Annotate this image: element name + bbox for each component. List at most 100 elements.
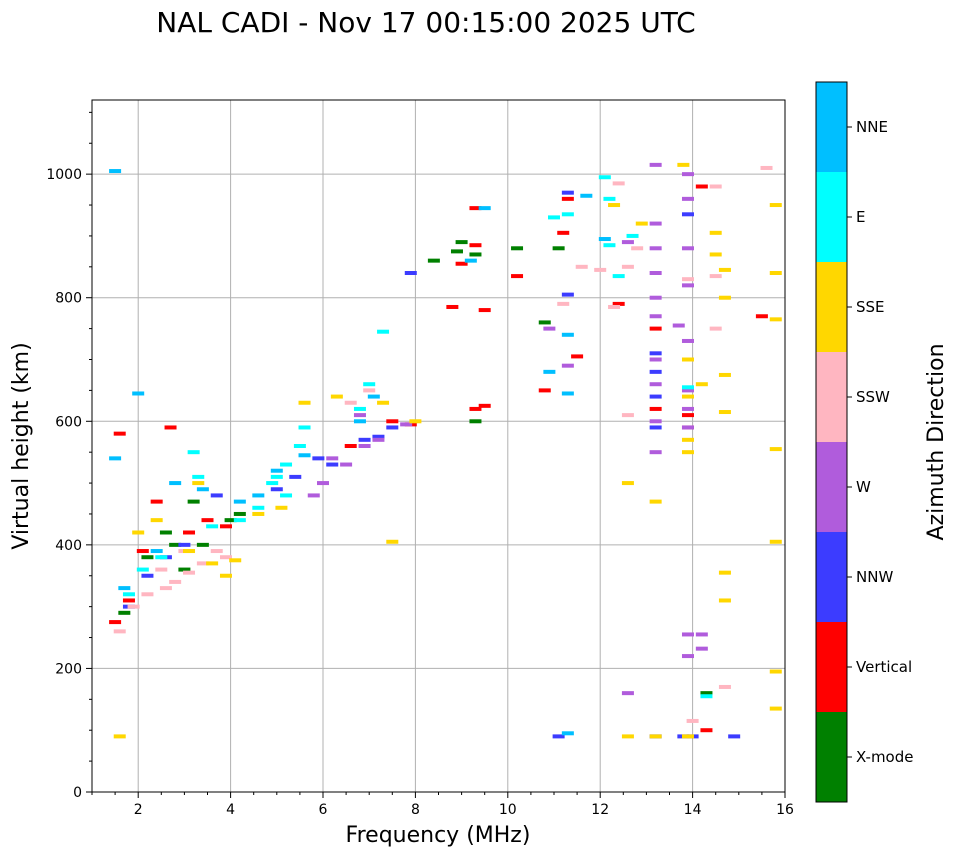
data-point-vertical [478, 308, 491, 313]
data-point-x-mode [450, 249, 463, 254]
data-point-sse [718, 372, 731, 377]
y-axis: 0 200 400 600 800 1000 [46, 111, 92, 801]
colorbar-label-e: E [856, 208, 865, 226]
data-point-sse [150, 518, 163, 523]
data-point-ssw [631, 246, 644, 251]
colorbar-label-w: W [856, 478, 871, 496]
colorbar-label-ssw: SSW [856, 388, 890, 406]
data-point-nne [598, 237, 611, 242]
data-point-e [548, 215, 560, 220]
data-point-sse [113, 734, 126, 739]
data-point-w [400, 422, 413, 427]
data-point-x-mode [552, 246, 565, 251]
data-point-nnw [649, 351, 662, 356]
data-point-w [695, 646, 708, 651]
data-point-sse [769, 706, 782, 711]
y-tick-label: 0 [73, 785, 82, 801]
data-points [109, 162, 782, 739]
data-point-x-mode [538, 320, 551, 325]
data-point-e [681, 385, 694, 390]
data-point-sse [252, 511, 265, 516]
data-point-ssw [760, 165, 773, 170]
data-point-w [649, 357, 662, 362]
data-point-x-mode [469, 252, 482, 257]
data-point-nne [132, 391, 145, 396]
data-point-sse [681, 394, 694, 399]
y-tick-label: 200 [55, 661, 82, 677]
data-point-w [681, 196, 694, 201]
data-point-e [598, 175, 611, 180]
data-point-e [298, 425, 311, 430]
data-point-vertical [344, 444, 357, 448]
data-point-x-mode [118, 610, 131, 615]
colorbar-segment-sse [816, 262, 847, 352]
data-point-nnw [312, 456, 325, 461]
data-point-ssw [196, 561, 209, 566]
data-point-sse [709, 252, 722, 257]
data-point-ssw [210, 549, 223, 554]
data-point-sse [621, 734, 634, 739]
data-point-e [187, 450, 200, 455]
data-point-vertical [113, 431, 126, 436]
data-point-w [649, 162, 662, 167]
data-point-w [621, 240, 634, 245]
data-point-vertical [612, 301, 625, 306]
data-point-sse [769, 317, 782, 322]
data-point-sse [718, 267, 731, 272]
data-point-nnw [561, 292, 574, 297]
data-point-nne [150, 549, 163, 554]
data-point-sse [649, 499, 662, 504]
data-point-ssw [621, 413, 634, 418]
data-point-sse [769, 669, 782, 674]
data-point-w [317, 481, 329, 486]
data-point-x-mode [159, 530, 172, 535]
data-point-sse [206, 561, 219, 566]
data-point-w [681, 338, 694, 343]
x-axis-label: Frequency (MHz) [346, 823, 531, 848]
data-point-w [326, 456, 339, 461]
y-tick-label: 400 [55, 538, 82, 554]
data-point-e [122, 592, 135, 597]
data-point-nne [478, 206, 491, 211]
grid-lines [92, 100, 786, 793]
data-point-nne [543, 369, 556, 374]
data-point-x-mode [427, 258, 440, 263]
data-point-sse [275, 505, 288, 510]
colorbar-segment-nnw [816, 532, 847, 622]
data-point-ssw [155, 567, 168, 572]
data-point-e [192, 474, 205, 479]
data-point-e [233, 518, 246, 523]
colorbar-frame [815, 81, 848, 803]
data-point-nnw [681, 212, 694, 217]
data-point-nne [118, 586, 131, 591]
data-point-w [681, 388, 694, 393]
data-point-nnw [552, 734, 565, 739]
data-point-x-mode [233, 511, 246, 516]
data-point-vertical [122, 598, 135, 603]
data-point-nne [367, 394, 380, 399]
data-point-x-mode [169, 542, 182, 547]
data-point-nnw [728, 734, 741, 739]
data-point-vertical [219, 524, 232, 529]
x-tick-label: 8 [411, 802, 420, 818]
data-point-w [649, 246, 662, 251]
data-point-nne [561, 391, 574, 396]
data-point-vertical [755, 314, 768, 319]
data-point-nne [464, 258, 477, 263]
x-tick-label: 16 [776, 802, 794, 818]
data-point-vertical [478, 403, 491, 408]
plot-frame [91, 99, 786, 793]
data-point-sse [677, 162, 690, 167]
data-point-x-mode [196, 542, 209, 547]
data-point-nnw [358, 437, 371, 442]
data-point-sse [681, 437, 694, 442]
colorbar-label-nnw: NNW [856, 568, 893, 586]
data-point-x-mode [178, 567, 191, 572]
data-point-ssw [344, 400, 357, 405]
data-point-x-mode [455, 240, 468, 245]
data-point-e [626, 233, 639, 238]
data-point-nnw [561, 190, 574, 195]
data-point-vertical [700, 728, 713, 733]
data-point-x-mode [511, 246, 524, 251]
data-point-e [377, 329, 390, 334]
